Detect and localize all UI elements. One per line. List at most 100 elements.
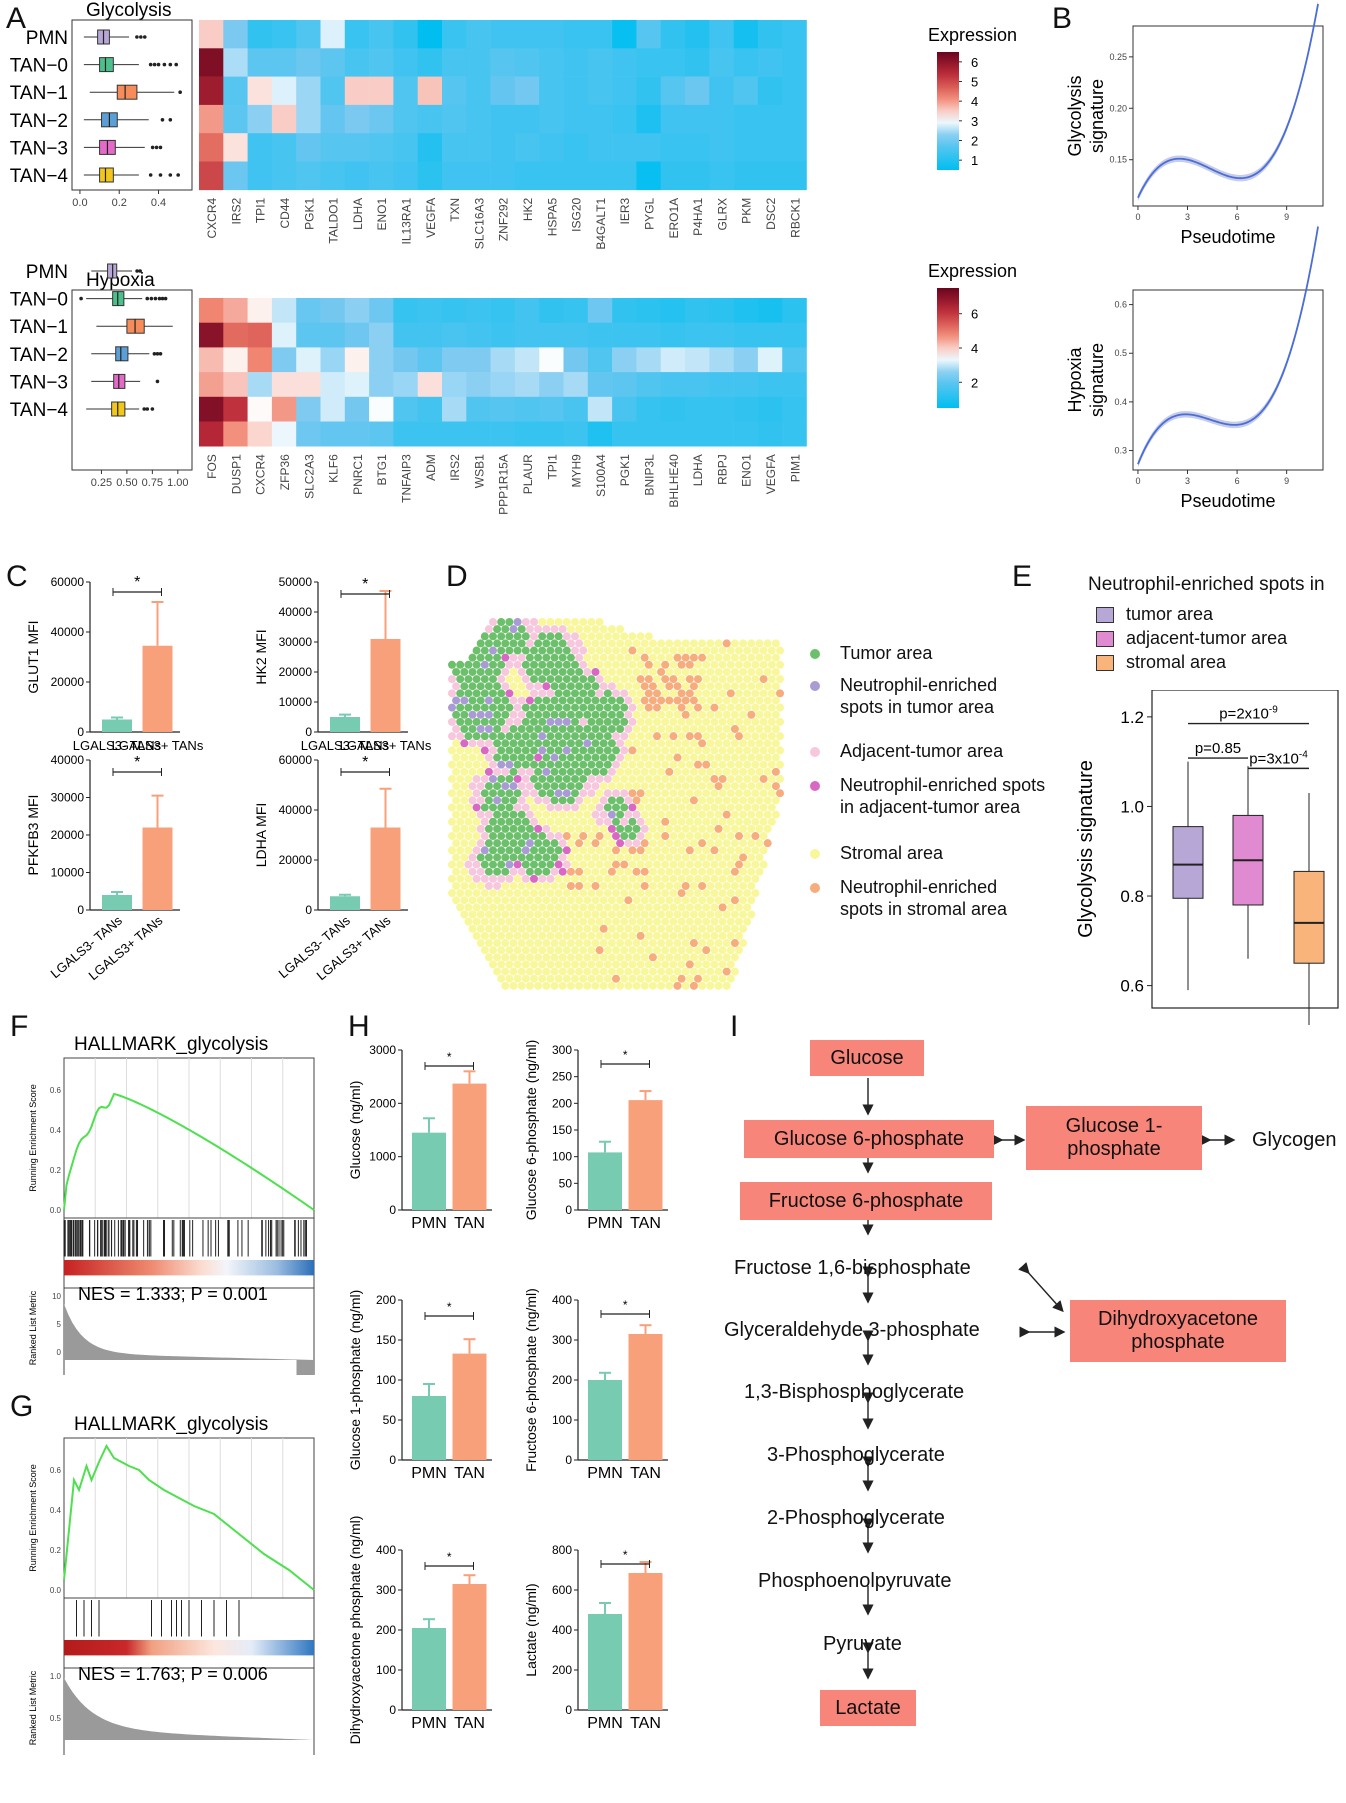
spot (558, 939, 567, 948)
spot (534, 967, 543, 976)
heatmap-cell (514, 133, 540, 162)
y-tick-label: 400 (552, 1293, 572, 1307)
heatmap-title-glyco: Glycolysis (86, 0, 172, 21)
heatmap-cell (660, 133, 686, 162)
spot (681, 853, 690, 862)
spot (751, 889, 760, 898)
spot (448, 760, 456, 769)
spot (595, 618, 604, 626)
heatmap-cell (199, 372, 224, 398)
spot (583, 796, 592, 805)
spot (726, 832, 735, 841)
spot (657, 939, 666, 948)
heatmap-cell (612, 104, 637, 134)
spot (653, 717, 661, 726)
legend-label: tumor area (1126, 604, 1214, 624)
spot (599, 682, 608, 691)
spot (558, 625, 567, 634)
spot (579, 817, 588, 826)
spot (694, 846, 702, 855)
spot (493, 653, 502, 662)
spot (702, 817, 711, 826)
spot (722, 696, 731, 705)
bar (452, 1083, 487, 1210)
spot (653, 846, 661, 855)
spot (530, 832, 538, 841)
spot (493, 639, 502, 648)
spot (751, 874, 760, 883)
spot (489, 817, 497, 826)
spot (620, 675, 629, 684)
legend-label: stromal area (1126, 652, 1227, 672)
spot (603, 660, 612, 669)
spot (612, 717, 620, 726)
heatmap-cell (199, 298, 224, 323)
y-tick-label: 400 (376, 1543, 396, 1557)
heatmap-cell (539, 48, 564, 77)
spot (493, 782, 502, 791)
ranked-metric-area (64, 1677, 314, 1740)
legend-label: Stromal area (840, 843, 944, 863)
spot (689, 710, 698, 719)
spot (595, 960, 604, 969)
spot (464, 803, 473, 812)
heatmap-cell (296, 298, 321, 323)
spot (513, 846, 522, 855)
heatmap-cell (490, 396, 516, 422)
spot (599, 782, 608, 791)
heatmap-cell (490, 161, 516, 191)
spot (562, 732, 571, 741)
spot (644, 889, 653, 898)
heatmap-cell (442, 396, 467, 422)
heatmap-cell (636, 76, 661, 106)
heatmap-cell (369, 161, 394, 191)
spot (616, 796, 625, 805)
spot (534, 810, 543, 819)
outlier (145, 407, 150, 411)
spot (616, 625, 625, 634)
spot (542, 981, 551, 990)
spot (620, 689, 629, 698)
spot (571, 632, 579, 641)
spot (480, 846, 489, 855)
spot (677, 860, 686, 869)
spot (706, 853, 715, 862)
heatmap-cell (271, 133, 297, 162)
outlier (149, 296, 154, 301)
heatmap-cell (442, 161, 467, 191)
spot (497, 717, 506, 726)
spot (673, 725, 682, 734)
heatmap-cell (320, 396, 346, 422)
spot (747, 682, 756, 691)
spot (644, 917, 653, 926)
spot (480, 703, 489, 712)
spot (558, 981, 567, 990)
spot (653, 931, 661, 940)
spot (751, 660, 760, 669)
spot (624, 653, 633, 662)
spot (587, 903, 596, 912)
spot (759, 675, 768, 684)
gene-label: CXCR4 (254, 454, 268, 495)
spot (550, 625, 559, 634)
spot (575, 782, 584, 791)
heatmap-cell (709, 347, 734, 373)
spot (669, 689, 678, 698)
x-category-label: PMN (587, 1715, 623, 1732)
heatmap-cell (417, 104, 443, 134)
spot (710, 732, 719, 741)
panel-e-legend: tumor area adjacent-tumor area stromal are… (1096, 604, 1336, 684)
spot (566, 824, 575, 833)
spot (530, 889, 538, 898)
spot (747, 824, 756, 833)
spot (620, 874, 629, 883)
heatmap-cell (369, 396, 394, 422)
spot (632, 796, 641, 805)
spot (714, 953, 723, 962)
spot (448, 689, 456, 698)
spot (591, 739, 600, 748)
spot (530, 860, 538, 869)
spot (546, 746, 555, 755)
spot (677, 746, 686, 755)
spot (661, 660, 670, 669)
